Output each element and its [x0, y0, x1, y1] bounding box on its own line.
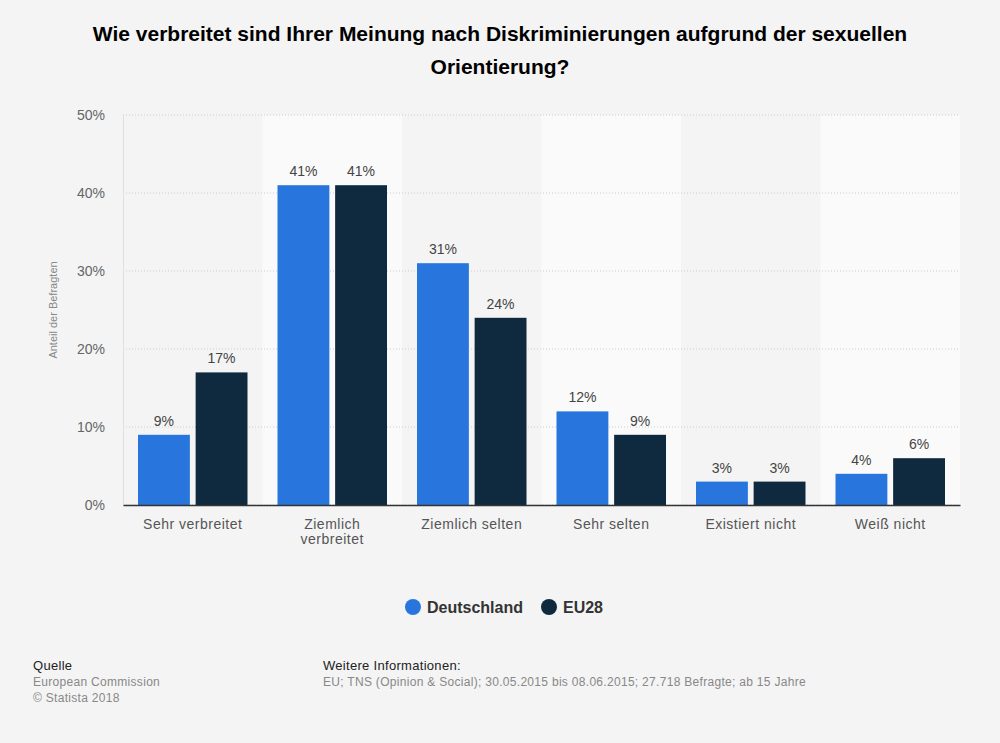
band-background [263, 115, 403, 505]
legend-item: EU28 [541, 599, 603, 616]
y-axis-title: Anteil der Befragten [47, 261, 59, 358]
x-axis-line [124, 505, 961, 507]
legend-label: Deutschland [427, 599, 523, 616]
bar [614, 435, 666, 505]
data-labels: 9% 41% 31% 12% 3% 4% 17% 41% 24% 9% 3% 6% [154, 163, 929, 475]
bar [836, 474, 888, 505]
data-label: 12% [568, 389, 596, 405]
x-tick: Existiert nicht [705, 505, 796, 532]
bar [557, 411, 609, 505]
annotation: European Commission [33, 675, 160, 689]
band-background [542, 115, 682, 505]
legend-label: EU28 [563, 599, 603, 616]
y-tick: 10% [77, 419, 123, 435]
text-line: Weiß nicht [855, 516, 926, 532]
grid-line [123, 427, 960, 428]
legend-marker [405, 599, 421, 615]
bar [417, 263, 469, 505]
y-tick-label: 0% [85, 497, 105, 513]
y-tick: 30% [77, 263, 123, 279]
bar [754, 482, 806, 505]
annotation: EU; TNS (Opinion & Social); 30.05.2015 b… [323, 675, 806, 689]
y-tick: 0% [85, 497, 123, 513]
x-tick-label: Weiß nicht [855, 516, 926, 532]
legend-item: Deutschland [405, 599, 523, 616]
data-label: 41% [289, 163, 317, 179]
y-tick-label: 10% [77, 419, 105, 435]
x-tick-label: Ziemlichverbreitet [301, 516, 364, 547]
annotation: Weitere Informationen: [323, 658, 461, 673]
grid-line [123, 193, 960, 194]
y-axis-line [123, 116, 124, 506]
x-axis: Sehr verbreitetZiemlichverbreitetZiemlic… [124, 505, 961, 547]
bar [475, 318, 527, 505]
band-background [821, 115, 961, 505]
x-tick-label: Existiert nicht [705, 516, 796, 532]
data-label: 9% [154, 413, 174, 429]
grid-line [123, 115, 960, 116]
bar [138, 435, 190, 505]
bar [893, 458, 945, 505]
y-tick-label: 40% [77, 185, 105, 201]
title: Wie verbreitet sind Ihrer Meinung nach D… [93, 22, 907, 78]
y-axis: 0% 10% 20% 30% 40% 50% [77, 107, 124, 513]
x-tick-label: Ziemlich selten [421, 516, 522, 532]
y-tick-label: 20% [77, 341, 105, 357]
data-label: 6% [909, 436, 929, 452]
text-line: verbreitet [301, 531, 364, 547]
text-line: Ziemlich [304, 516, 360, 532]
x-tick: Weiß nicht [855, 505, 926, 532]
chart: Wie verbreitet sind Ihrer Meinung nach D… [0, 0, 1000, 743]
y-tick: 20% [77, 341, 123, 357]
text-line: Wie verbreitet sind Ihrer Meinung nach D… [93, 22, 907, 45]
x-tick: Ziemlichverbreitet [301, 505, 364, 547]
x-tick: Sehr selten [573, 505, 649, 532]
text-line: Sehr selten [573, 516, 649, 532]
data-label: 9% [630, 413, 650, 429]
x-tick: Ziemlich selten [421, 505, 522, 532]
footer: Quelle European Commission © Statista 2018… [33, 658, 806, 705]
data-label: 24% [487, 296, 515, 312]
legend: Deutschland EU28 [405, 599, 603, 616]
data-label: 17% [208, 350, 236, 366]
x-tick: Sehr verbreitet [143, 505, 242, 532]
legend-marker [541, 599, 557, 615]
annotation: Quelle [33, 658, 72, 673]
y-tick-label: 50% [77, 107, 105, 123]
annotation: © Statista 2018 [33, 691, 120, 705]
bar [278, 185, 330, 505]
text-line: Existiert nicht [705, 516, 796, 532]
text-line: Sehr verbreitet [143, 516, 242, 532]
x-tick-label: Sehr verbreitet [143, 516, 242, 532]
bar [335, 185, 387, 505]
data-label: 4% [851, 452, 871, 468]
text-line: Orientierung? [431, 55, 570, 78]
data-label: 3% [769, 460, 789, 476]
text-line: Ziemlich selten [421, 516, 522, 532]
bar [696, 482, 748, 505]
x-tick-label: Sehr selten [573, 516, 649, 532]
plot-background [263, 115, 961, 505]
grid-line [123, 505, 960, 506]
grid-line [123, 271, 960, 272]
data-label: 31% [429, 241, 457, 257]
y-tick-label: 30% [77, 263, 105, 279]
data-label: 41% [347, 163, 375, 179]
y-tick: 40% [77, 185, 123, 201]
bar [196, 372, 248, 505]
grid-line [123, 349, 960, 350]
grid [123, 115, 960, 505]
y-tick: 50% [77, 107, 123, 123]
data-label: 3% [712, 460, 732, 476]
bars [138, 185, 945, 505]
